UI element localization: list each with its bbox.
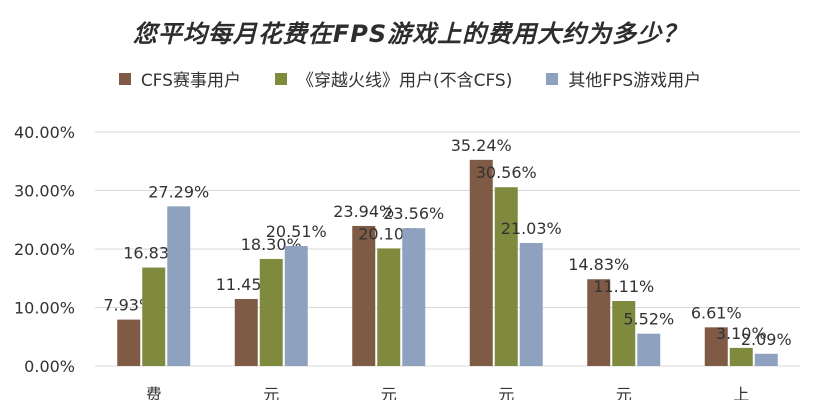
bar — [167, 206, 191, 366]
bar — [234, 299, 258, 366]
x-tick-label: 元 — [616, 385, 632, 400]
data-label: 7.93% — [103, 296, 154, 315]
y-tick-label: 0.00% — [24, 357, 75, 376]
bar — [284, 246, 308, 366]
bar — [377, 248, 401, 366]
bar — [352, 225, 376, 366]
data-label: 2.09% — [741, 330, 792, 349]
bar — [117, 319, 141, 366]
legend-item-other: 其他FPS游戏用户 — [546, 66, 701, 91]
chart-title: 您平均每月花费在FPS游戏上的费用大约为多少？ — [132, 20, 688, 48]
data-label: 14.83% — [568, 255, 629, 274]
y-tick-label: 40.00% — [14, 123, 75, 142]
bar — [587, 279, 611, 366]
chart-legend: CFS赛事用户 《穿越火线》用户(不含CFS) 其他FPS游戏用户 — [0, 66, 820, 91]
x-tick-label: 元 — [263, 385, 279, 400]
x-tick-label: 上 — [733, 385, 749, 400]
bar — [259, 258, 283, 366]
x-tick-label: 元 — [381, 385, 397, 400]
bar — [612, 301, 636, 366]
bar — [402, 228, 426, 366]
legend-label-cf: 《穿越火线》用户(不含CFS) — [296, 71, 513, 91]
data-label: 21.03% — [501, 219, 562, 238]
data-label: 3.10% — [716, 324, 767, 343]
data-label: 35.24% — [451, 136, 512, 155]
data-label: 23.94% — [333, 202, 394, 221]
data-label: 6.61% — [691, 303, 742, 322]
bar — [637, 333, 661, 366]
y-tick-label: 30.00% — [14, 182, 75, 201]
bar — [469, 159, 493, 366]
data-label: 20.51% — [266, 222, 327, 241]
x-tick-label: 费 — [146, 385, 162, 400]
bar — [142, 267, 166, 366]
x-tick-label: 元 — [498, 385, 514, 400]
bar — [494, 187, 518, 366]
y-tick-label: 20.00% — [14, 240, 75, 259]
data-label: 30.56% — [476, 163, 537, 182]
legend-swatch-other — [546, 72, 559, 85]
data-label: 11.11% — [593, 277, 654, 296]
legend-swatch-cf — [274, 72, 287, 85]
data-label: 5.52% — [623, 310, 674, 329]
y-tick-label: 10.00% — [14, 299, 75, 318]
legend-label-cfs: CFS赛事用户 — [140, 71, 241, 91]
bar — [704, 327, 728, 366]
legend-item-cfs: CFS赛事用户 — [118, 66, 241, 91]
bar — [729, 347, 753, 366]
legend-label-other: 其他FPS游戏用户 — [568, 71, 702, 91]
legend-item-cf: 《穿越火线》用户(不含CFS) — [274, 66, 513, 91]
data-label: 23.56% — [383, 204, 444, 223]
data-label: 27.29% — [148, 182, 209, 201]
bar — [519, 242, 543, 366]
legend-swatch-cfs — [118, 72, 131, 85]
bar — [754, 353, 778, 366]
